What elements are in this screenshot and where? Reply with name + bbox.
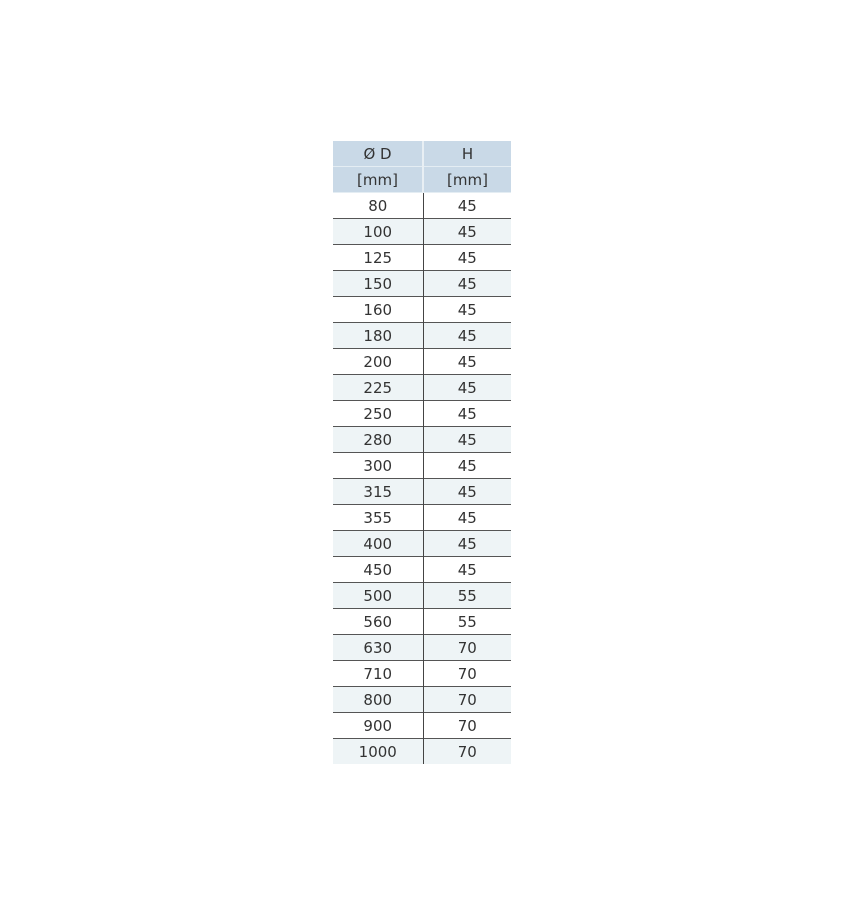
diameter-cell: 630 (333, 634, 424, 661)
height-cell: 45 (457, 560, 477, 579)
diameter-cell: 200 (333, 348, 424, 375)
table-row: 100 45 (333, 218, 511, 245)
diameter-cell: 500 (333, 582, 424, 609)
diameter-cell: 225 (333, 374, 424, 401)
table-row: 800 70 (333, 686, 511, 713)
diameter-cell: 450 (333, 556, 424, 583)
height-cell: 45 (457, 300, 477, 319)
table-row: 900 70 (333, 712, 511, 739)
height-cell: 70 (457, 664, 477, 683)
header-diameter: Ø D (333, 141, 424, 167)
table-row: 160 45 (333, 296, 511, 323)
dimensions-table: Ø D H [mm] [mm] 80 45 100 45 125 45 150 45 160 45… (333, 141, 511, 764)
height-cell: 45 (457, 508, 477, 527)
table-row: 1000 70 (333, 738, 511, 764)
height-cell: 70 (457, 716, 477, 735)
table-row: 500 55 (333, 582, 511, 609)
unit-height: [mm] (423, 166, 511, 193)
height-cell: 55 (457, 612, 477, 631)
diameter-cell: 100 (333, 218, 424, 245)
diameter-cell: 710 (333, 660, 424, 687)
table-row: 315 45 (333, 478, 511, 505)
height-cell: 45 (457, 196, 477, 215)
height-cell: 45 (457, 274, 477, 293)
table-row: 355 45 (333, 504, 511, 531)
table-row: 150 45 (333, 270, 511, 297)
height-cell: 45 (457, 456, 477, 475)
table-row: 225 45 (333, 374, 511, 401)
height-cell: 55 (457, 586, 477, 605)
height-cell: 45 (457, 404, 477, 423)
diameter-cell: 800 (333, 686, 424, 713)
diameter-cell: 180 (333, 322, 424, 349)
height-cell: 45 (457, 534, 477, 553)
unit-row: [mm] [mm] (333, 166, 511, 193)
height-cell: 70 (457, 690, 477, 709)
height-cell: 45 (457, 482, 477, 501)
diameter-cell: 355 (333, 504, 424, 531)
diameter-cell: 280 (333, 426, 424, 453)
height-cell: 45 (457, 222, 477, 241)
header-height: H (423, 141, 511, 167)
diameter-cell: 300 (333, 452, 424, 479)
table-row: 300 45 (333, 452, 511, 479)
diameter-cell: 125 (333, 244, 424, 271)
table-row: 280 45 (333, 426, 511, 453)
table-row: 250 45 (333, 400, 511, 427)
table-row: 125 45 (333, 244, 511, 271)
height-cell: 45 (457, 248, 477, 267)
diameter-cell: 560 (333, 608, 424, 635)
diameter-cell: 80 (333, 192, 424, 219)
table-row: 180 45 (333, 322, 511, 349)
diameter-cell: 900 (333, 712, 424, 739)
diameter-cell: 315 (333, 478, 424, 505)
table-row: 80 45 (333, 192, 511, 219)
diameter-cell: 1000 (333, 738, 424, 764)
height-cell: 45 (457, 352, 477, 371)
diameter-cell: 150 (333, 270, 424, 297)
height-cell: 45 (457, 326, 477, 345)
diameter-cell: 250 (333, 400, 424, 427)
table-row: 200 45 (333, 348, 511, 375)
table-row: 710 70 (333, 660, 511, 687)
height-cell: 70 (457, 638, 477, 657)
table-row: 560 55 (333, 608, 511, 635)
height-cell: 70 (457, 742, 477, 761)
table-row: 450 45 (333, 556, 511, 583)
unit-diameter: [mm] (333, 166, 424, 193)
header-row: Ø D H (333, 141, 511, 167)
diameter-cell: 400 (333, 530, 424, 557)
table-row: 400 45 (333, 530, 511, 557)
diameter-cell: 160 (333, 296, 424, 323)
height-cell: 45 (457, 378, 477, 397)
height-cell: 45 (457, 430, 477, 449)
table-row: 630 70 (333, 634, 511, 661)
